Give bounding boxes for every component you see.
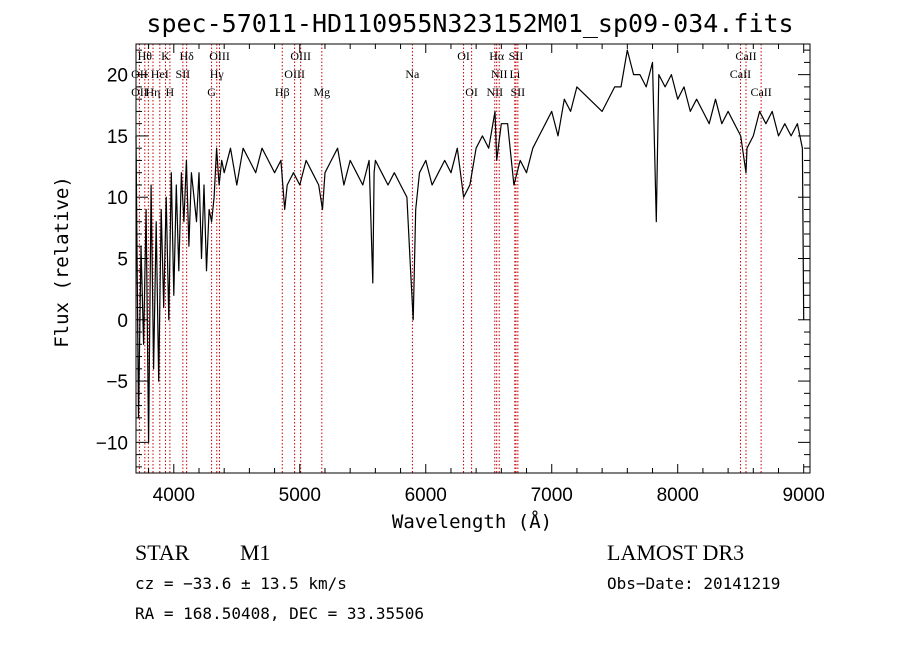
spectral-line-label: OIII [290,49,311,63]
x-tick-label: 6000 [405,485,447,506]
spectral-line-label: Hθ [138,49,153,63]
redshift-cz: cz = −33.6 ± 13.5 km/s [135,574,347,593]
object-subclass: M1 [240,540,271,565]
spectral-line-label: OI [465,85,478,99]
spectral-line-label: OI [457,49,470,63]
x-axis-label: Wavelength (Å) [392,510,552,533]
spectral-line-label: Hδ [179,49,194,63]
spectral-line-label: Na [405,67,420,81]
spectral-line-label: NII [486,85,503,99]
spectral-line-label: G [207,85,216,99]
spectral-line-label: OII [131,67,148,81]
plot-frame [135,43,811,474]
chart-title: spec-57011-HD110955N323152M01_sp09-034.f… [146,9,793,38]
spectral-line-label: OII [131,85,148,99]
plot-area: 4000 5000 6000 7000 8000 9000 −10 −5 0 5 10 15 20 Hθ K… [96,43,825,506]
spectrum-line [135,49,805,443]
y-tick-label: 0 [117,311,128,332]
spectral-line-label: CaII [735,49,756,63]
spectral-line-label: Li [509,67,520,81]
spectral-line-label: CaII [730,67,751,81]
spectral-line-label: Hγ [210,67,225,81]
y-tick-label: −10 [96,433,128,454]
spectral-line-label: CaII [750,85,771,99]
spectral-line-label: HeI [151,67,169,81]
spectral-line-label: Hβ [275,85,290,99]
spectral-line-label: H [166,85,175,99]
y-tick-label: 5 [117,250,128,271]
spectral-line-label: Hη [146,85,161,99]
x-tick-label: 9000 [783,485,825,506]
spectral-line-label: OIII [284,67,305,81]
x-tick-label: 4000 [153,485,195,506]
spectral-line-label: SII [176,67,191,81]
x-tick-label: 7000 [531,485,573,506]
spectral-line-label: K [161,49,170,63]
spectral-line-label: OIII [209,49,230,63]
spectral-line-label: Hα [489,49,505,63]
survey-name: LAMOST DR3 [607,540,744,565]
spectral-line-label: SII [509,49,524,63]
spectral-line-label: SII [511,85,526,99]
spectral-line-label: Mg [313,85,330,99]
x-tick-label: 8000 [657,485,699,506]
obs-date: Obs−Date: 20141219 [607,574,780,593]
y-axis-label: Flux (relative) [51,176,73,348]
y-tick-label: 20 [107,66,128,87]
y-tick-label: −5 [106,372,128,393]
ra-dec-coordinates: RA = 168.50408, DEC = 33.35506 [135,604,424,623]
x-tick-label: 5000 [279,485,321,506]
y-tick-label: 15 [107,127,128,148]
y-tick-label: 10 [107,188,128,209]
spectral-line-label: NII [491,67,508,81]
object-class: STAR [135,540,190,565]
